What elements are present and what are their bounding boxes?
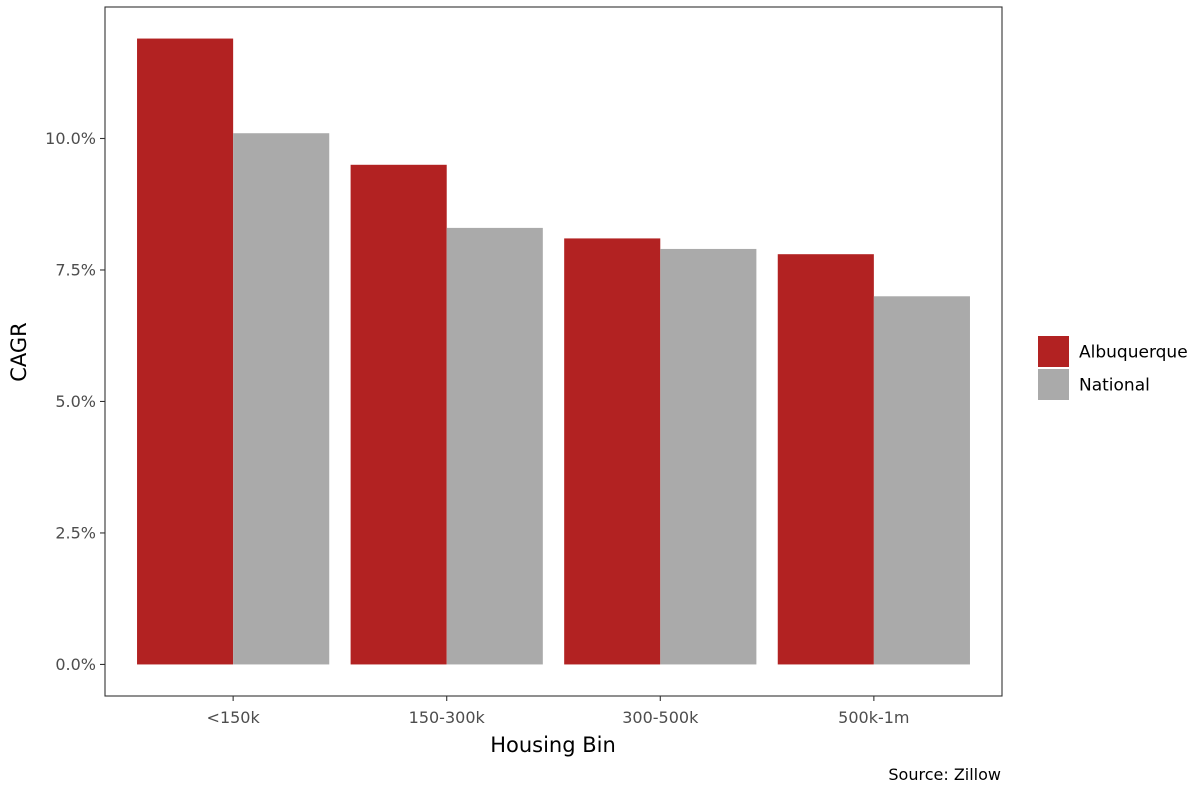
bar-albuquerque-4 <box>777 254 874 665</box>
x-axis: <150k 150-300k 300-500k 500k-1m <box>207 696 910 727</box>
legend: Albuquerque National <box>1038 336 1188 400</box>
y-axis: 0.0% 2.5% 5.0% 7.5% 10.0% <box>45 129 105 674</box>
bar-national-3 <box>660 248 757 665</box>
legend-label-albuquerque: Albuquerque <box>1079 343 1188 363</box>
x-axis-title: Housing Bin <box>490 733 616 757</box>
y-axis-title: CAGR <box>7 322 31 382</box>
legend-key-national <box>1038 369 1069 400</box>
y-tick-label: 7.5% <box>55 260 96 279</box>
x-tick-label: 300-500k <box>622 708 699 727</box>
bar-albuquerque-3 <box>564 238 661 665</box>
plot-panel-border <box>104 6 1003 697</box>
legend-label-national: National <box>1079 376 1150 396</box>
legend-key-albuquerque <box>1038 336 1069 367</box>
y-tick-label: 0.0% <box>55 655 96 674</box>
source-caption: Source: Zillow <box>888 765 1001 784</box>
y-tick-label: 10.0% <box>45 129 96 148</box>
bars-group <box>137 38 970 665</box>
x-tick-label: 150-300k <box>409 708 486 727</box>
y-tick-label: 2.5% <box>55 523 96 542</box>
bar-national-1 <box>233 133 330 665</box>
bar-national-2 <box>446 227 543 665</box>
x-tick-label: <150k <box>207 708 261 727</box>
x-tick-label: 500k-1m <box>838 708 909 727</box>
y-tick-label: 5.0% <box>55 392 96 411</box>
bar-national-4 <box>873 296 970 665</box>
bar-albuquerque-2 <box>350 164 447 665</box>
bar-albuquerque-1 <box>137 38 234 665</box>
